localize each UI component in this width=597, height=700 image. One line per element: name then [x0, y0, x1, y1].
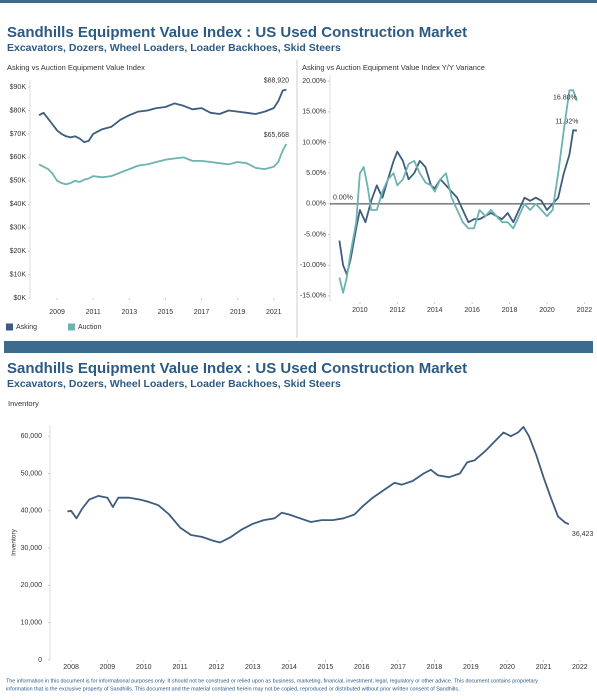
- legend-swatch: [6, 323, 13, 331]
- x-tick-label: 2010: [136, 664, 152, 671]
- series-line: [38, 88, 287, 143]
- x-tick-label: 2011: [86, 309, 101, 316]
- x-tick-label: 2012: [209, 664, 225, 671]
- footer-text: The information in this document is for …: [6, 678, 538, 684]
- y-tick-label: $50K: [10, 178, 27, 185]
- x-tick-label: 2020: [539, 307, 555, 314]
- chart-title: Asking vs Auction Equipment Value Index …: [302, 63, 485, 72]
- chart-title: Asking vs Auction Equipment Value Index: [7, 63, 145, 72]
- y-tick-label: 5.00%: [306, 170, 326, 177]
- x-tick-label: 2018: [427, 664, 443, 671]
- chart-title: Inventory: [8, 399, 39, 408]
- x-tick-label: 2019: [463, 664, 479, 671]
- x-tick-label: 2021: [266, 309, 282, 316]
- x-tick-label: 2022: [577, 307, 593, 314]
- y-tick-label: $60K: [10, 154, 27, 161]
- y-tick-label: $40K: [10, 201, 27, 208]
- series-line: [338, 89, 578, 294]
- section-subtitle: Excavators, Dozers, Wheel Loaders, Loade…: [7, 42, 341, 54]
- x-tick-label: 2009: [49, 309, 65, 316]
- y-tick-label: $80K: [10, 107, 27, 114]
- series-line: [38, 143, 288, 186]
- y-tick-label: $30K: [10, 225, 27, 232]
- legend-label: Asking: [16, 324, 37, 331]
- x-tick-label: 2017: [390, 664, 406, 671]
- data-label: 11.92%: [555, 119, 578, 126]
- y-tick-label: -5.00%: [304, 231, 326, 238]
- x-tick-label: 2018: [502, 307, 518, 314]
- legend-swatch: [68, 323, 75, 331]
- y-tick-label: 50,000: [21, 470, 43, 477]
- section-subtitle: Excavators, Dozers, Wheel Loaders, Loade…: [7, 378, 341, 390]
- legend-label: Auction: [78, 324, 101, 331]
- y-tick-label: 30,000: [21, 545, 43, 552]
- section-bar: [4, 341, 593, 353]
- y-tick-label: 40,000: [21, 508, 43, 515]
- x-tick-label: 2010: [352, 307, 368, 314]
- data-label: 16.80%: [553, 95, 577, 102]
- x-tick-label: 2016: [354, 664, 370, 671]
- x-tick-label: 2015: [158, 309, 174, 316]
- data-label: 36,423: [572, 531, 594, 538]
- x-tick-label: 2019: [230, 309, 246, 316]
- x-tick-label: 2011: [173, 664, 188, 671]
- y-tick-label: $0K: [14, 295, 27, 302]
- y-tick-label: -15.00%: [300, 293, 326, 300]
- y-tick-label: -10.00%: [300, 262, 326, 269]
- x-tick-label: 2021: [536, 664, 552, 671]
- series-line: [67, 426, 570, 544]
- x-tick-label: 2017: [194, 309, 210, 316]
- top-bar: [0, 0, 597, 3]
- y-tick-label: 15.00%: [302, 109, 326, 116]
- y-tick-label: 20.00%: [302, 78, 326, 85]
- x-tick-label: 2012: [390, 307, 406, 314]
- data-label: $65,668: [264, 132, 289, 139]
- x-tick-label: 2013: [122, 309, 138, 316]
- y-tick-label: 0.00%: [306, 201, 326, 208]
- x-tick-label: 2016: [464, 307, 480, 314]
- y-tick-label: 20,000: [21, 582, 43, 589]
- footer-text: information that is the exclusive proper…: [6, 686, 460, 692]
- y-tick-label: $10K: [10, 271, 27, 278]
- x-tick-label: 2009: [100, 664, 116, 671]
- x-tick-label: 2013: [245, 664, 261, 671]
- y-tick-label: $90K: [10, 84, 27, 91]
- y-axis-title: Inventory: [11, 528, 18, 555]
- y-tick-label: 10.00%: [302, 139, 326, 146]
- y-tick-label: $20K: [10, 248, 27, 255]
- section-title: Sandhills Equipment Value Index : US Use…: [7, 24, 467, 41]
- y-tick-label: $70K: [10, 131, 27, 138]
- y-tick-label: 10,000: [21, 620, 43, 627]
- y-tick-label: 60,000: [21, 433, 43, 440]
- series-line: [338, 129, 578, 276]
- data-label: $88,920: [264, 77, 289, 84]
- section-title: Sandhills Equipment Value Index : US Use…: [7, 360, 467, 377]
- x-tick-label: 2022: [572, 664, 588, 671]
- y-tick-label: 0: [38, 657, 42, 664]
- reference-label: 0.00%: [333, 195, 353, 202]
- x-tick-label: 2020: [499, 664, 515, 671]
- x-tick-label: 2015: [318, 664, 334, 671]
- x-tick-label: 2014: [281, 664, 297, 671]
- x-tick-label: 2008: [63, 664, 79, 671]
- x-tick-label: 2014: [427, 307, 443, 314]
